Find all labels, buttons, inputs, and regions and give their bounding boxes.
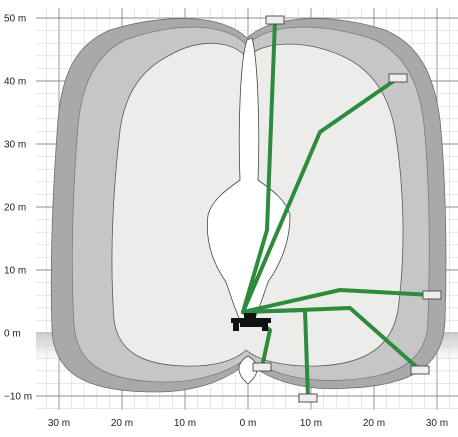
x-axis-label: 30 m: [48, 418, 70, 429]
x-axis-label: 10 m: [174, 418, 196, 429]
boom-positions: [241, 15, 442, 403]
boom-arm: [241, 18, 277, 314]
y-axis-label: 20 m: [4, 203, 26, 214]
platform-basket: [388, 73, 408, 83]
y-axis-label: 50 m: [4, 14, 26, 25]
x-axis-label: 30 m: [426, 418, 448, 429]
axis-labels: 50 m 40 m 30 m 20 m 10 m 0 m −10 m 30 m 20 m 10 m…: [4, 14, 448, 430]
x-axis-label: 10 m: [300, 418, 322, 429]
platform-basket: [298, 393, 318, 403]
x-axis-label: 0 m: [240, 418, 257, 429]
x-axis-label: 20 m: [111, 418, 133, 429]
y-axis-label: 40 m: [4, 77, 26, 88]
platform-basket: [252, 362, 272, 372]
vehicle-icon: [231, 313, 271, 331]
boom-arm: [241, 308, 310, 400]
platform-basket: [265, 15, 285, 25]
y-axis-label: 0 m: [4, 329, 21, 340]
boom-arm: [241, 76, 400, 314]
y-axis-label: −10 m: [4, 392, 32, 403]
platform-basket: [410, 365, 430, 375]
boom-arm: [241, 288, 434, 314]
lower-gap: [238, 355, 258, 385]
y-axis-label: 30 m: [4, 140, 26, 151]
x-axis-label: 20 m: [363, 418, 385, 429]
platform-basket: [422, 290, 442, 300]
y-axis-label: 10 m: [4, 266, 26, 277]
